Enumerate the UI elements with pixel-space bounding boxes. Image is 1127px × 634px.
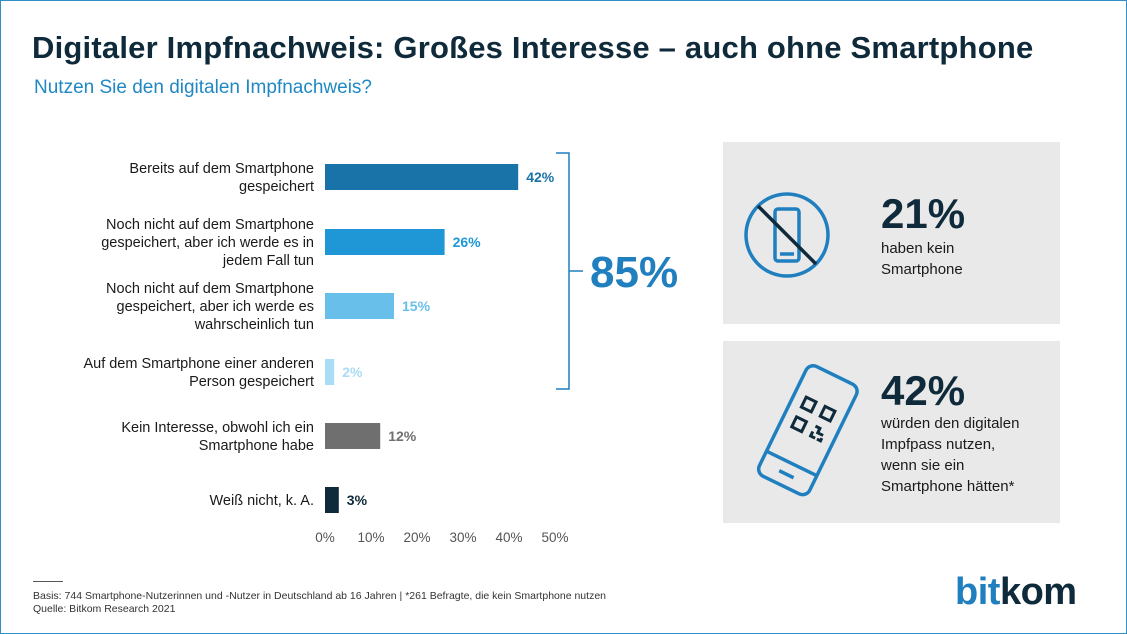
value-label-3: 2% (342, 364, 363, 380)
bar-1 (325, 229, 445, 255)
bar-3 (325, 359, 335, 385)
stat-box-would-use: 42% würden den digitalen Impfpass nutzen… (723, 341, 1060, 523)
stat-text-no-smartphone: haben kein Smartphone (881, 240, 963, 278)
category-label-4-1: Smartphone habe (199, 438, 314, 454)
x-tick-label-2: 20% (403, 530, 430, 545)
x-tick-label-3: 30% (449, 530, 476, 545)
bar-2 (325, 293, 394, 319)
category-label-3-0: Auf dem Smartphone einer anderen (83, 356, 314, 372)
page-subtitle: Nutzen Sie den digitalen Impfnachweis? (34, 77, 372, 98)
category-label-0-1: gespeichert (239, 179, 314, 195)
category-label-3-1: Person gespeichert (189, 374, 314, 390)
value-label-4: 12% (388, 428, 417, 444)
category-label-0-0: Bereits auf dem Smartphone (129, 161, 314, 177)
footnote-basis: Basis: 744 Smartphone-Nutzerinnen und -N… (33, 590, 606, 602)
category-label-2-2: wahrscheinlich tun (194, 317, 314, 333)
stat-value-would-use: 42% (881, 367, 966, 414)
bar-5 (325, 487, 339, 513)
x-tick-label-5: 50% (541, 530, 568, 545)
value-label-0: 42% (526, 169, 555, 185)
category-label-4-0: Kein Interesse, obwohl ich ein (121, 420, 314, 436)
stat-value-no-smartphone: 21% (881, 190, 966, 237)
footnote-source: Quelle: Bitkom Research 2021 (33, 603, 176, 615)
category-label-2-0: Noch nicht auf dem Smartphone (106, 281, 314, 297)
no-smartphone-icon (744, 192, 830, 278)
smartphone-qr-code-icon (756, 364, 859, 497)
value-label-2: 15% (402, 298, 431, 314)
bracket-total-label: 85% (590, 248, 678, 297)
category-label-5-0: Weiß nicht, k. A. (210, 493, 315, 509)
page-title: Digitaler Impfnachweis: Großes Interesse… (32, 30, 1034, 65)
category-label-1-2: jedem Fall tun (222, 253, 314, 269)
footnote: Basis: 744 Smartphone-Nutzerinnen und -N… (33, 590, 606, 616)
x-tick-label-1: 10% (357, 530, 384, 545)
bar-0 (325, 164, 519, 190)
bracket (556, 152, 570, 390)
x-tick-label-0: 0% (315, 530, 335, 545)
bitkom-logo: bitkom (955, 571, 1077, 613)
bar-4 (325, 423, 381, 449)
x-tick-label-4: 40% (495, 530, 522, 545)
stat-text-would-use: würden den digitalen Impfpass nutzen, we… (881, 415, 1020, 495)
footnote-rule (33, 581, 63, 582)
value-label-5: 3% (347, 492, 368, 508)
category-label-1-1: gespeichert, aber ich werde es in (101, 235, 314, 251)
stat-box-no-smartphone: 21% haben kein Smartphone (723, 142, 1060, 324)
value-label-1: 26% (453, 234, 482, 250)
category-label-1-0: Noch nicht auf dem Smartphone (106, 217, 314, 233)
category-label-2-1: gespeichert, aber ich werde es (117, 299, 314, 315)
